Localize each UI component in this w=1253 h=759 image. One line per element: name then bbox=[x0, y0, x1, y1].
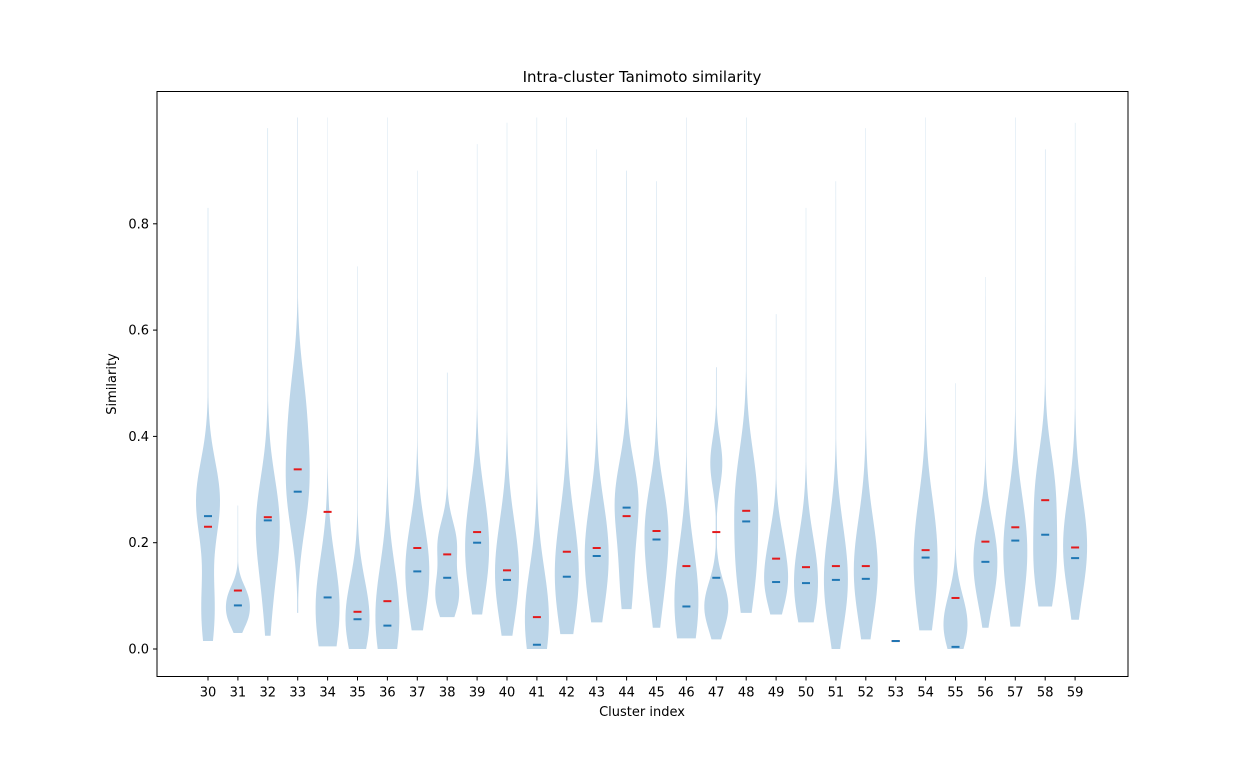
violin-body bbox=[255, 128, 280, 636]
x-tick-label: 51 bbox=[828, 686, 845, 701]
x-tick-label: 54 bbox=[917, 686, 934, 701]
violin-body bbox=[225, 505, 250, 634]
chart-title: Intra-cluster Tanimoto similarity bbox=[523, 68, 762, 86]
violin-body bbox=[465, 144, 490, 615]
violin-body bbox=[823, 181, 848, 649]
x-tick-label: 48 bbox=[738, 686, 755, 701]
x-tick-label: 40 bbox=[499, 686, 516, 701]
x-tick-label: 57 bbox=[1007, 686, 1024, 701]
violin-body bbox=[405, 170, 430, 631]
x-tick-label: 56 bbox=[977, 686, 994, 701]
y-tick-label: 0.6 bbox=[128, 324, 149, 339]
x-tick-label: 58 bbox=[1037, 686, 1054, 701]
x-tick-label: 32 bbox=[260, 686, 277, 701]
x-tick-label: 35 bbox=[349, 686, 366, 701]
violin-body bbox=[345, 266, 370, 649]
x-tick-label: 33 bbox=[289, 686, 306, 701]
x-tick-label: 59 bbox=[1067, 686, 1084, 701]
violin-body bbox=[943, 383, 968, 649]
violin-body bbox=[1033, 149, 1058, 607]
x-tick-label: 43 bbox=[588, 686, 605, 701]
x-axis: 30 31 32 33 34 35 36 37 38 39 40 41 42 43 44 45 46 47 48 49… bbox=[200, 676, 1084, 701]
y-axis-label: Similarity bbox=[105, 353, 120, 415]
violin-body bbox=[196, 207, 220, 642]
x-tick-label: 45 bbox=[648, 686, 665, 701]
violin-body bbox=[913, 117, 938, 631]
y-axis: 0.0 0.2 0.4 0.6 0.8 bbox=[128, 217, 157, 658]
violin-body bbox=[285, 117, 310, 613]
x-tick-label: 44 bbox=[618, 686, 635, 701]
violin-body bbox=[554, 117, 579, 635]
violin-body bbox=[644, 181, 669, 628]
y-tick-label: 0.0 bbox=[128, 643, 149, 658]
x-tick-label: 42 bbox=[559, 686, 576, 701]
violin-body bbox=[853, 128, 878, 640]
violin-body bbox=[704, 367, 729, 640]
x-tick-label: 36 bbox=[379, 686, 396, 701]
x-tick-label: 34 bbox=[319, 686, 336, 701]
x-tick-label: 49 bbox=[768, 686, 785, 701]
violin-body bbox=[794, 207, 818, 623]
x-tick-label: 39 bbox=[469, 686, 486, 701]
x-axis-label: Cluster index bbox=[599, 705, 685, 720]
x-tick-label: 55 bbox=[947, 686, 964, 701]
x-tick-label: 31 bbox=[230, 686, 247, 701]
y-tick-label: 0.4 bbox=[128, 430, 149, 445]
y-tick-label: 0.2 bbox=[128, 536, 149, 551]
violin-layer bbox=[196, 117, 1088, 649]
violin-body bbox=[764, 314, 789, 615]
x-tick-label: 37 bbox=[409, 686, 426, 701]
y-tick-label: 0.8 bbox=[128, 217, 149, 232]
x-tick-label: 30 bbox=[200, 686, 217, 701]
violin-body bbox=[435, 372, 460, 618]
x-tick-label: 52 bbox=[858, 686, 875, 701]
violin-body bbox=[1003, 117, 1028, 627]
violin-body bbox=[614, 170, 639, 610]
violin-body bbox=[734, 117, 759, 613]
x-tick-label: 50 bbox=[798, 686, 815, 701]
violin-body bbox=[674, 117, 699, 639]
stat-marks-layer bbox=[204, 468, 1080, 648]
x-tick-label: 53 bbox=[887, 686, 904, 701]
violin-body bbox=[973, 276, 998, 628]
violin-body bbox=[315, 117, 340, 647]
x-tick-label: 38 bbox=[439, 686, 456, 701]
violin-body bbox=[524, 117, 549, 649]
violin-body bbox=[495, 122, 519, 636]
x-tick-label: 47 bbox=[708, 686, 725, 701]
violin-body bbox=[375, 117, 400, 649]
violin-body bbox=[1063, 122, 1088, 620]
x-tick-label: 46 bbox=[678, 686, 695, 701]
x-tick-label: 41 bbox=[529, 686, 546, 701]
plot-frame bbox=[156, 91, 1129, 677]
violin-body bbox=[584, 149, 609, 623]
